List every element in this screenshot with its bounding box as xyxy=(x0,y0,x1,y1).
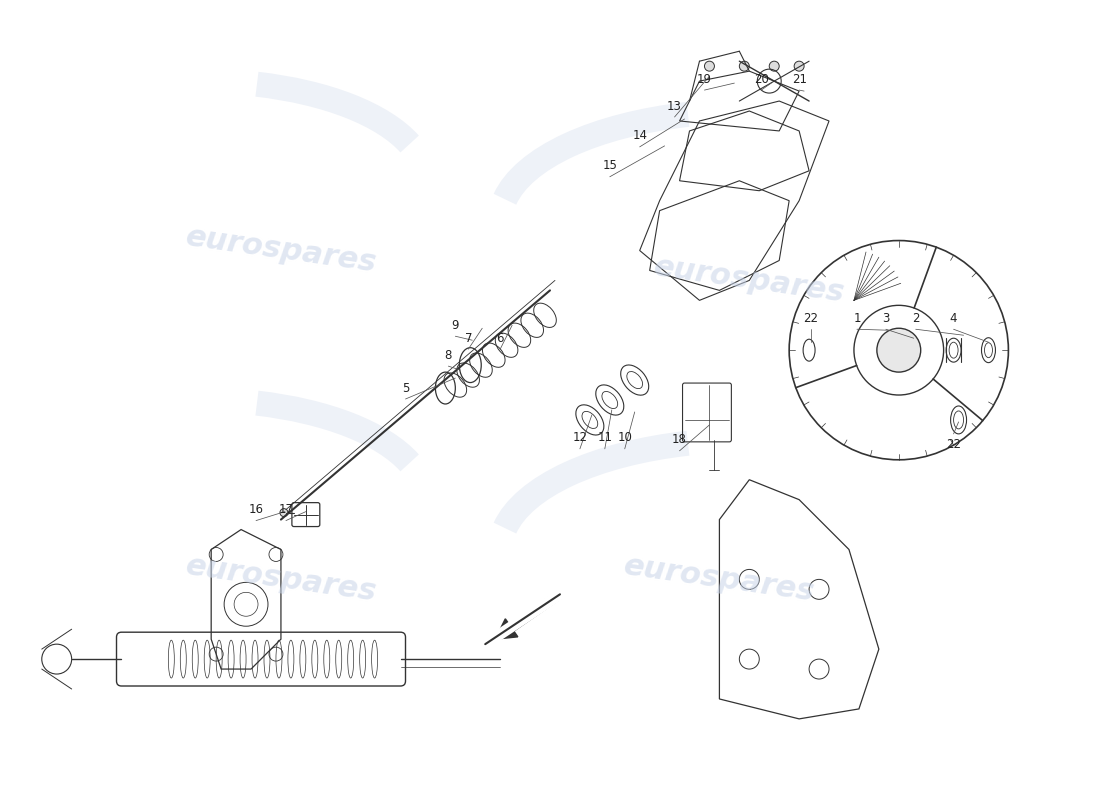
Text: 8: 8 xyxy=(444,349,452,362)
Circle shape xyxy=(877,328,921,372)
Text: 4: 4 xyxy=(949,312,957,325)
Text: 16: 16 xyxy=(249,503,264,516)
Text: 9: 9 xyxy=(452,318,459,332)
Text: eurospares: eurospares xyxy=(184,222,378,278)
Text: 12: 12 xyxy=(572,431,587,444)
Text: eurospares: eurospares xyxy=(621,552,817,607)
Text: 14: 14 xyxy=(632,130,647,142)
Text: 1: 1 xyxy=(854,312,860,325)
Text: 7: 7 xyxy=(464,332,472,345)
Text: 10: 10 xyxy=(617,431,632,444)
Text: 11: 11 xyxy=(597,431,613,444)
Circle shape xyxy=(279,509,288,517)
Circle shape xyxy=(739,61,749,71)
Text: 6: 6 xyxy=(496,332,504,345)
Circle shape xyxy=(769,61,779,71)
Text: 15: 15 xyxy=(603,159,617,172)
Text: 3: 3 xyxy=(882,312,890,325)
Text: 18: 18 xyxy=(672,434,688,446)
Text: 22: 22 xyxy=(946,438,961,451)
Text: 5: 5 xyxy=(402,382,409,394)
Circle shape xyxy=(704,61,714,71)
Text: 21: 21 xyxy=(792,73,806,86)
Text: eurospares: eurospares xyxy=(184,552,378,607)
Text: 13: 13 xyxy=(667,99,682,113)
Text: 20: 20 xyxy=(754,73,769,86)
Text: eurospares: eurospares xyxy=(652,253,847,308)
Text: 17: 17 xyxy=(278,503,294,516)
Text: 22: 22 xyxy=(804,312,818,325)
Text: 2: 2 xyxy=(912,312,920,325)
Circle shape xyxy=(794,61,804,71)
Text: 19: 19 xyxy=(697,73,712,86)
FancyArrow shape xyxy=(495,591,562,639)
